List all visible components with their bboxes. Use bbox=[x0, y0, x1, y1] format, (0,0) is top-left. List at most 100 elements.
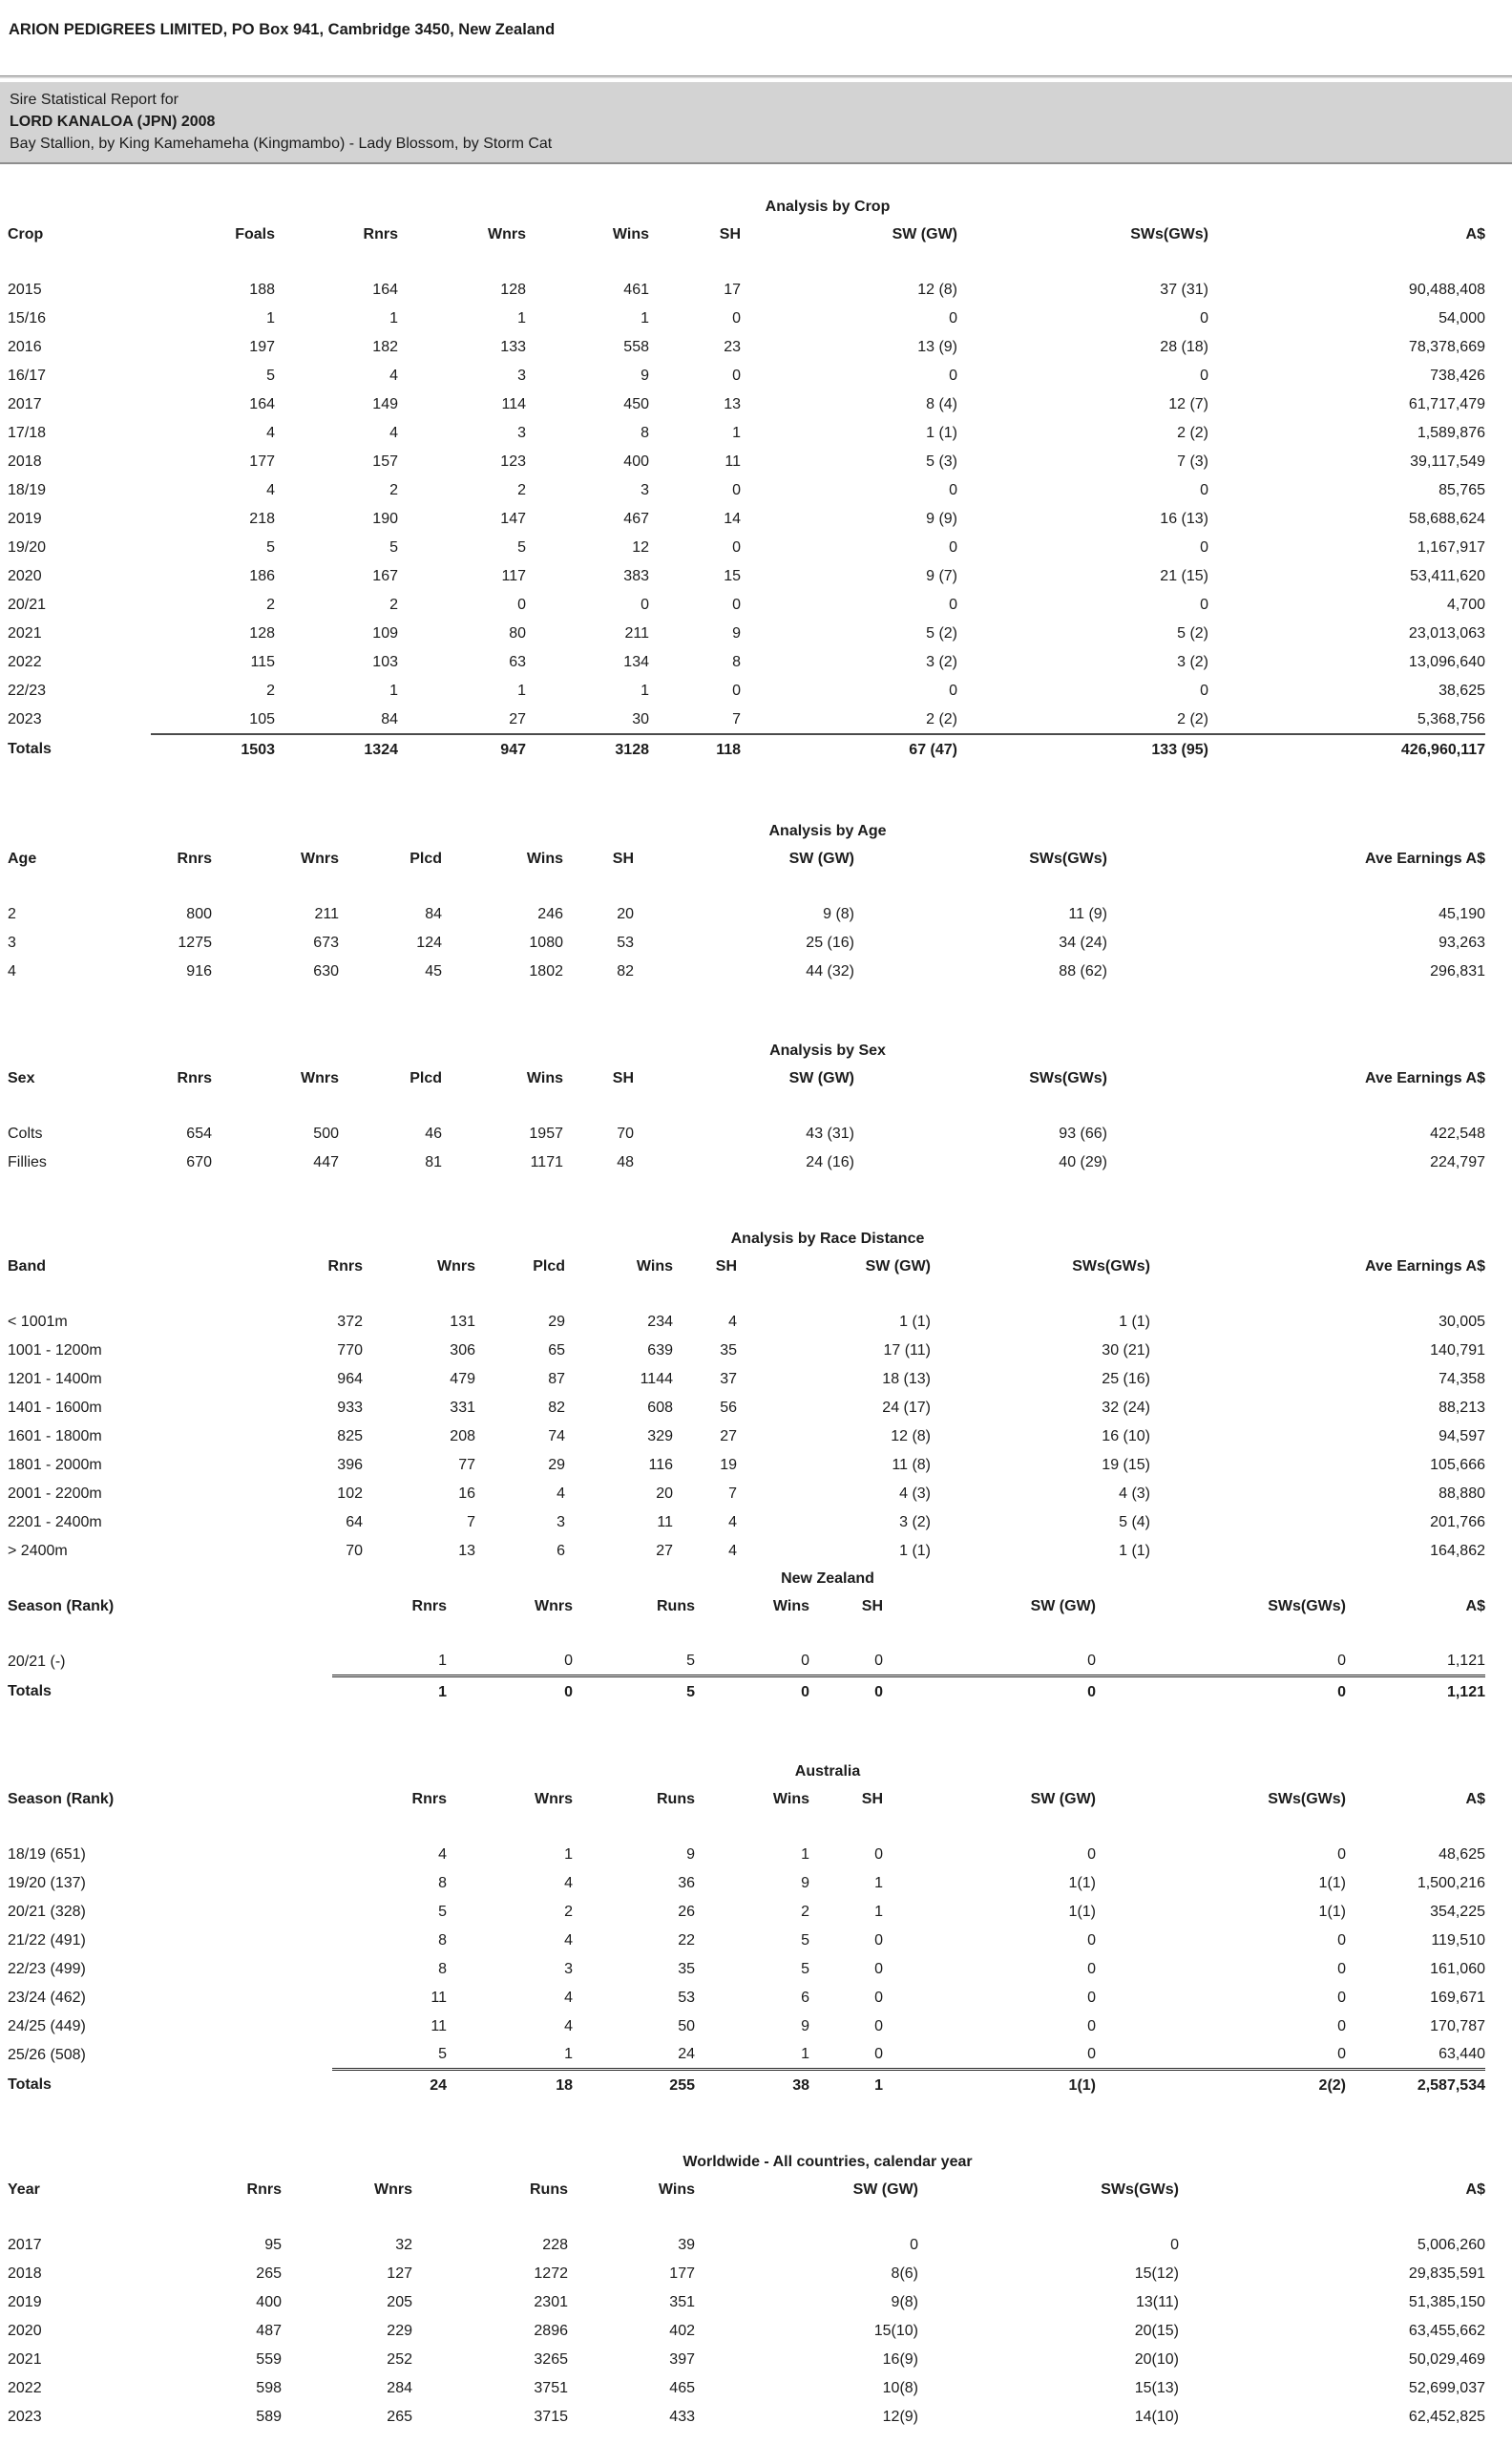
table-row-cell: 20(15) bbox=[1134, 2323, 1179, 2340]
table-row-cell: 0 bbox=[564, 1653, 573, 1670]
column-header-row-cell: Wins bbox=[612, 226, 649, 243]
table-row-cell: 1 bbox=[389, 310, 398, 327]
table-row-cell: 450 bbox=[623, 396, 649, 413]
table-row-cell: 306 bbox=[450, 1342, 475, 1359]
table-row-cell: 164 bbox=[249, 396, 275, 413]
table-row-cell: 630 bbox=[313, 963, 339, 980]
column-header-row-cell: Wnrs bbox=[535, 1791, 573, 1808]
table-row-cell: 39 bbox=[678, 2237, 695, 2254]
table-row-cell: 2023 bbox=[8, 711, 42, 728]
table-row-cell: 20(10) bbox=[1134, 2351, 1179, 2369]
column-header-row-cell: SWs(GWs) bbox=[1268, 1791, 1346, 1808]
table-row-cell: 0 bbox=[949, 597, 957, 614]
table-row-cell: 93 (66) bbox=[1059, 1126, 1107, 1143]
section-title-distance: Analysis by Race Distance bbox=[730, 1230, 925, 1247]
section-title-age: Analysis by Age bbox=[768, 822, 887, 839]
table-row-cell: 0 bbox=[732, 597, 741, 614]
table-row-cell: 673 bbox=[313, 935, 339, 952]
table-row-cell: 1 bbox=[801, 1846, 809, 1864]
table-row: 22/23 (499) 8 3 35 5 0 0 0 161,060 bbox=[8, 1955, 1485, 1984]
table-row-cell: 7 bbox=[728, 1485, 737, 1503]
totals-row-cell: Totals bbox=[8, 1683, 52, 1700]
table-row-cell: 16(9) bbox=[882, 2351, 918, 2369]
table-row-cell: 114 bbox=[501, 396, 526, 413]
table-row-cell: 53,411,620 bbox=[1410, 568, 1485, 585]
table-row-cell: 56 bbox=[720, 1400, 737, 1417]
table-row-cell: 7 bbox=[467, 1514, 475, 1531]
table-row-cell: 479 bbox=[450, 1371, 475, 1388]
table-row-cell: 916 bbox=[186, 963, 212, 980]
table-row-cell: 94,597 bbox=[1438, 1428, 1485, 1445]
table-row-cell: 208 bbox=[450, 1428, 475, 1445]
totals-row-cell: 1(1) bbox=[883, 2068, 1096, 2100]
table-row-cell: 105,666 bbox=[1430, 1457, 1485, 1474]
table-row-cell: 88,213 bbox=[1438, 1400, 1485, 1417]
totals-row-cell: 0 bbox=[695, 1675, 809, 1707]
table-row: 4 916 630 45 1802 82 44 (32) 88 (62) 296,831 bbox=[8, 958, 1485, 986]
table-row-cell: 20 bbox=[656, 1485, 673, 1503]
table-row-cell: 447 bbox=[313, 1154, 339, 1171]
table-row-cell: 2017 bbox=[8, 396, 42, 413]
table-row-cell: 0 bbox=[1087, 1932, 1096, 1949]
column-header-row-cell: Wins bbox=[658, 2181, 695, 2199]
table-row-cell: 84 bbox=[425, 906, 442, 923]
table-row-cell: 0 bbox=[874, 1990, 883, 2007]
table-row-cell: 7 (3) bbox=[1177, 453, 1208, 471]
table-row: 2022 115 103 63 134 8 3 (2) 3 (2) 13,096,640 bbox=[8, 648, 1485, 677]
table-row-cell: 4 bbox=[556, 1485, 565, 1503]
column-header-row-cell: A$ bbox=[1465, 1791, 1485, 1808]
table-row-cell: 20/21 (-) bbox=[8, 1654, 66, 1671]
table-row-cell: 2015 bbox=[8, 282, 42, 299]
table-row-cell: 0 bbox=[640, 597, 649, 614]
table-row: 1401 - 1600m 933 331 82 608 56 24 (17) 32 (24) 8… bbox=[8, 1394, 1485, 1422]
table-row-cell: 9 (9) bbox=[926, 511, 957, 528]
table-row-cell: 190 bbox=[372, 511, 398, 528]
table-row-cell: 19/20 (137) bbox=[8, 1875, 86, 1892]
column-header-row-cell: SW (GW) bbox=[1030, 1791, 1096, 1808]
column-header-row-cell: SWs(GWs) bbox=[1130, 226, 1208, 243]
column-header-row-cell: SWs(GWs) bbox=[1101, 2181, 1179, 2199]
totals-row-cell: 0 bbox=[883, 1675, 1096, 1707]
table-row-cell: 1 bbox=[389, 683, 398, 700]
header-spacer bbox=[8, 251, 1485, 276]
table-row-cell: 58,688,624 bbox=[1408, 511, 1485, 528]
table-row-cell: 115 bbox=[250, 654, 275, 671]
table-row-cell: 1(1) bbox=[1318, 1904, 1346, 1921]
column-header-row-cell: SW (GW) bbox=[788, 1070, 854, 1087]
table-row: 2020 186 167 117 383 15 9 (7) 21 (15) 53,411,620 bbox=[8, 562, 1485, 591]
totals-row-cell: 3128 bbox=[526, 732, 649, 765]
table-row-cell: 608 bbox=[647, 1400, 673, 1417]
table-row-cell: 5 bbox=[438, 2046, 447, 2063]
table-row-cell: 188 bbox=[249, 282, 275, 299]
totals-row-cell: 0 bbox=[447, 1675, 573, 1707]
table-row-cell: 0 bbox=[1337, 2018, 1346, 2035]
column-header-row: Age Rnrs Wnrs Plcd Wins SH SW (GW) SWs(GWs) Ave … bbox=[8, 843, 1485, 875]
totals-row-cell: 1 bbox=[809, 2068, 883, 2100]
totals-row-cell: 1 bbox=[332, 1675, 447, 1707]
column-header-row-cell: SH bbox=[715, 1258, 737, 1275]
table-row-cell: 0 bbox=[910, 2237, 918, 2254]
table-row-cell: 82 bbox=[617, 963, 634, 980]
column-header-row-cell: SW (GW) bbox=[788, 851, 854, 868]
table-row-cell: 24/25 (449) bbox=[8, 2018, 86, 2035]
table-row-cell: 50,029,469 bbox=[1408, 2351, 1485, 2369]
table-row-cell: 18/19 bbox=[8, 482, 47, 499]
table-row-cell: 53 bbox=[678, 1990, 695, 2007]
table-row-cell: 84 bbox=[381, 710, 398, 727]
section-worldwide: Worldwide - All countries, calendar year… bbox=[0, 2151, 1512, 2432]
table-row-cell: 12 (8) bbox=[917, 282, 957, 299]
table-row-cell: 229 bbox=[387, 2323, 412, 2340]
table-row-cell: 1 bbox=[564, 1846, 573, 1864]
table-row-cell: 32 (24) bbox=[1102, 1400, 1150, 1417]
column-header-row-cell: SW (GW) bbox=[865, 1258, 931, 1275]
table-row-cell: 1 bbox=[874, 1904, 883, 1921]
table-row-cell: 15 bbox=[724, 568, 741, 585]
table-row-cell: 2 bbox=[266, 683, 275, 700]
table-row-cell: 2 bbox=[389, 482, 398, 499]
table-row-cell: 1 bbox=[801, 2046, 809, 2063]
table-row-cell: 6 bbox=[556, 1543, 565, 1560]
table-row-cell: 102 bbox=[337, 1485, 363, 1503]
table-row-cell: 12 (7) bbox=[1168, 396, 1208, 413]
column-header-row-cell: Wnrs bbox=[488, 226, 526, 243]
totals-row-cell: 1,121 bbox=[1346, 1675, 1485, 1707]
